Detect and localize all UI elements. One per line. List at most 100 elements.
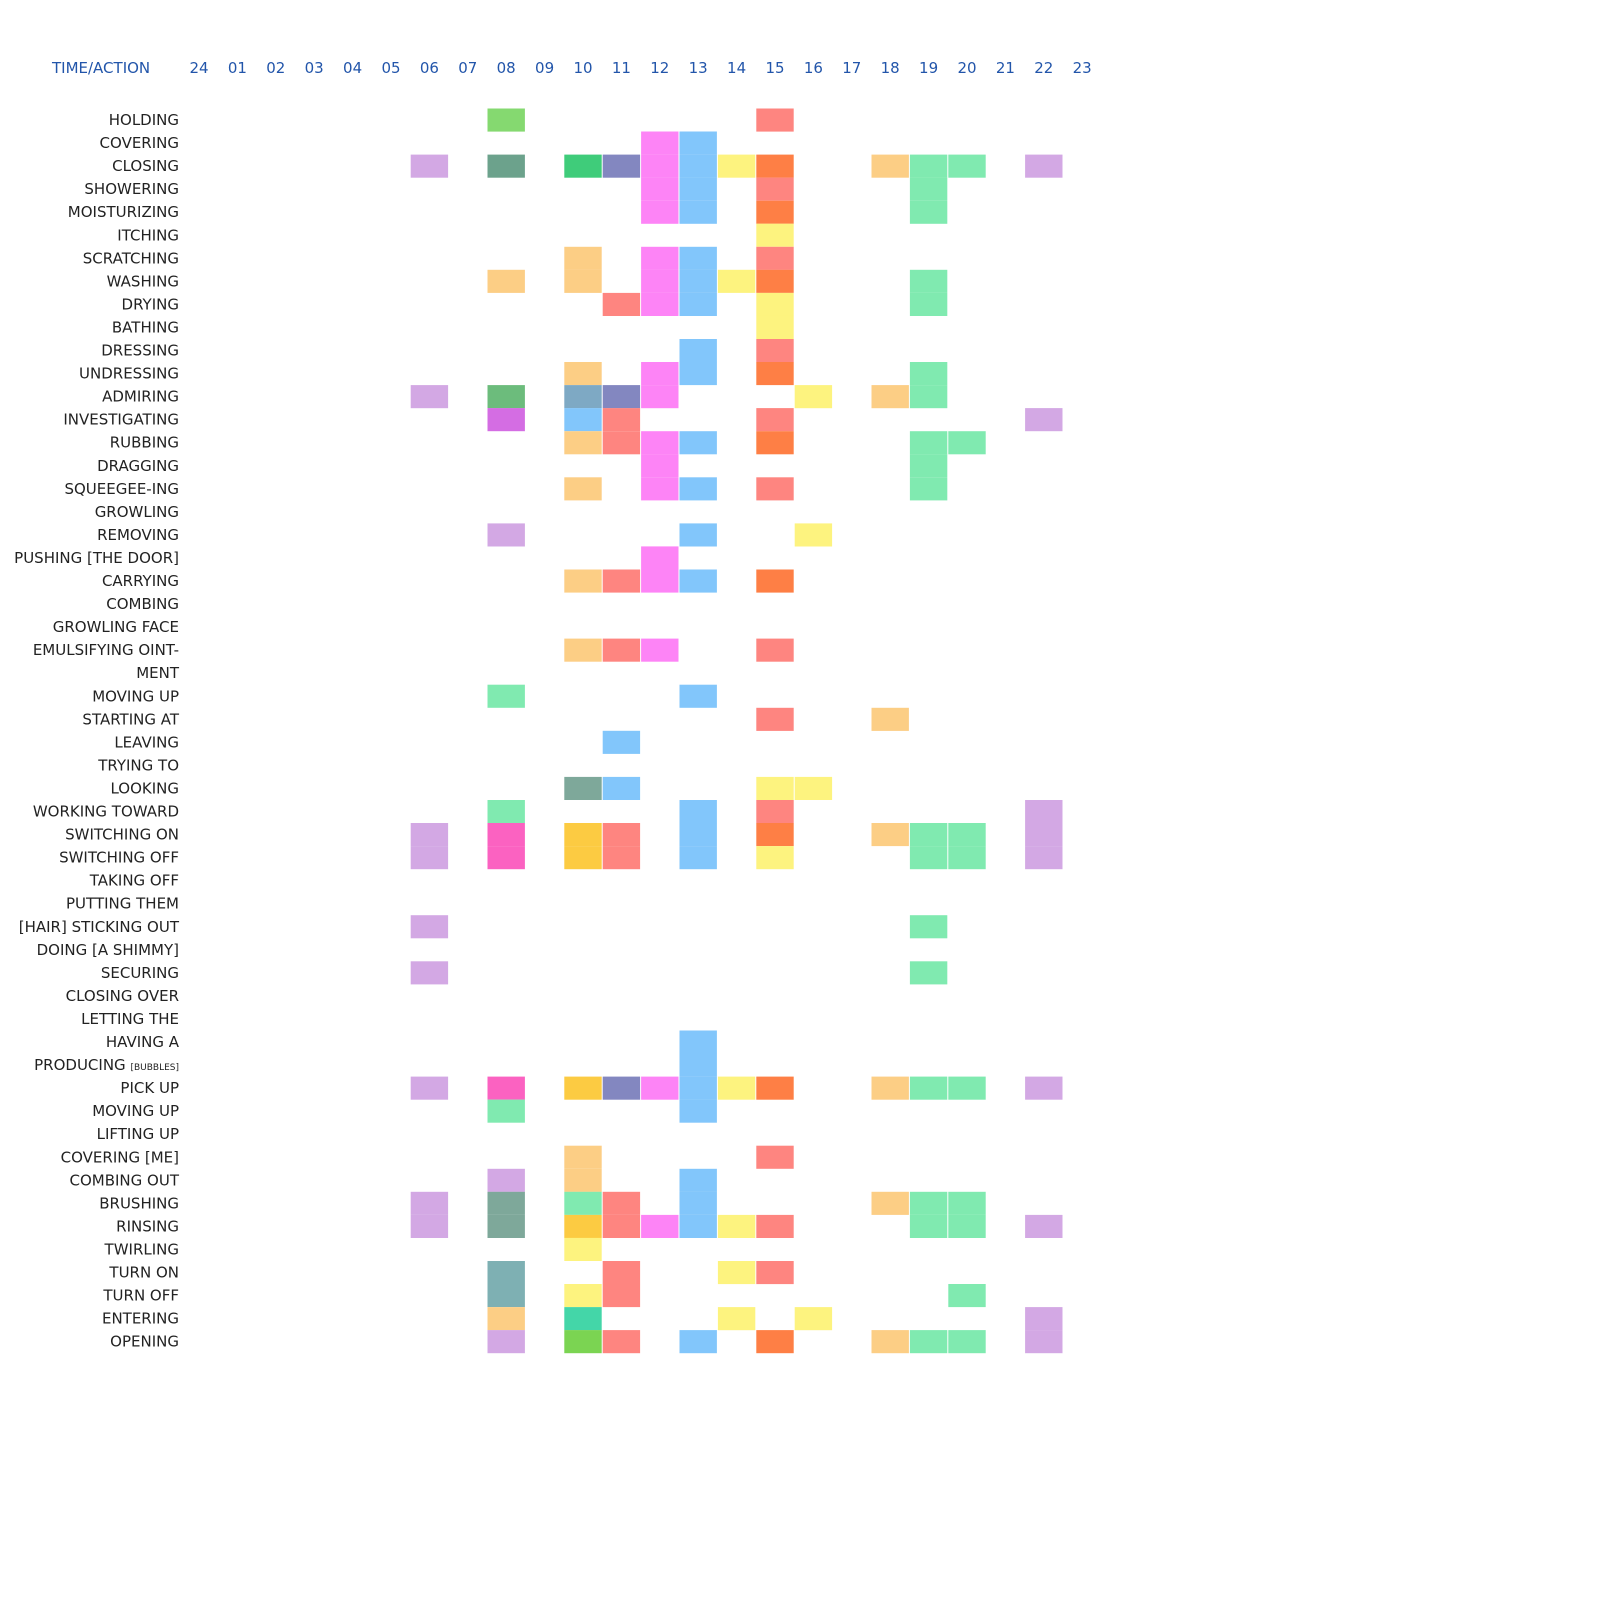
- row-label: WASHING: [107, 272, 179, 290]
- row-label: PUSHING [THE DOOR]: [14, 549, 179, 567]
- heatmap-cell: [410, 915, 449, 939]
- heatmap-cell: [679, 1099, 717, 1123]
- heatmap-cell: [602, 776, 641, 800]
- heatmap-cell: [794, 523, 833, 547]
- heatmap-cell: [909, 823, 948, 847]
- row-label: LEAVING: [114, 733, 179, 751]
- heatmap-cell: [564, 569, 602, 593]
- hour-label: 18: [881, 59, 900, 77]
- row-label: TRYING TO: [97, 756, 179, 774]
- heatmap-cell: [487, 1076, 525, 1100]
- heatmap-cell: [756, 569, 794, 593]
- row-label: [HAIR] STICKING OUT: [19, 918, 180, 936]
- hour-label: 16: [804, 59, 823, 77]
- heatmap-cell: [410, 846, 449, 870]
- heatmap-cell: [948, 1076, 986, 1100]
- heatmap-cell: [717, 1214, 756, 1238]
- heatmap-cell: [948, 1214, 986, 1238]
- hour-header: 24 01 02 03 04 05 06 07 08 09 10 11 12 13 14 15 16 17 18 19…: [189, 59, 1091, 77]
- hour-label: 23: [1073, 59, 1092, 77]
- row-label: OPENING: [110, 1333, 179, 1351]
- heatmap-cell: [564, 431, 602, 455]
- heatmap-cell: [564, 823, 602, 847]
- heatmap-cell: [679, 1053, 717, 1077]
- heatmap-cell: [564, 1191, 602, 1215]
- heatmap-cell: [717, 1261, 756, 1285]
- hour-label: 24: [189, 59, 208, 77]
- heatmap-cell: [602, 1076, 641, 1100]
- heatmap-cell: [564, 1145, 602, 1169]
- heatmap-cell: [909, 200, 948, 224]
- row-label: MOVING UP: [92, 1102, 179, 1120]
- heatmap-cell: [717, 1307, 756, 1331]
- heatmap-cell: [717, 269, 756, 293]
- row-label: LOOKING: [110, 779, 179, 797]
- heatmap-cell: [602, 730, 641, 754]
- heatmap-cell: [410, 154, 449, 178]
- heatmap-cell: [871, 1330, 909, 1354]
- heatmap-cell: [871, 1191, 909, 1215]
- row-label: COMBING: [106, 595, 179, 613]
- heatmap-cell: [756, 154, 794, 178]
- hour-label: 19: [919, 59, 938, 77]
- heatmap-cell: [756, 477, 794, 501]
- row-label: PICK UP: [120, 1079, 179, 1097]
- heatmap-cell: [756, 246, 794, 270]
- heatmap-cell: [909, 1330, 948, 1354]
- heatmap-cell: [909, 1191, 948, 1215]
- heatmap-cell: [679, 1214, 717, 1238]
- heatmap-cell: [909, 431, 948, 455]
- row-label: ITCHING: [117, 226, 179, 244]
- row-label: BATHING: [112, 318, 179, 336]
- hour-label: 10: [573, 59, 592, 77]
- heatmap-cell: [602, 823, 641, 847]
- row-label: MENT: [136, 664, 180, 682]
- heatmap-cells: [410, 108, 1063, 1354]
- heatmap-cell: [756, 1330, 794, 1354]
- heatmap-cell: [602, 154, 641, 178]
- heatmap-cell: [756, 638, 794, 662]
- row-label: SWITCHING OFF: [59, 849, 179, 867]
- heatmap-cell: [487, 154, 525, 178]
- heatmap-cell: [756, 1214, 794, 1238]
- heatmap-cell: [679, 131, 717, 155]
- heatmap-cell: [756, 108, 794, 132]
- row-label: DOING [A SHIMMY]: [37, 941, 179, 959]
- heatmap-cell: [564, 408, 602, 432]
- row-label: PUTTING THEM: [66, 895, 179, 913]
- heatmap-cell: [564, 1237, 602, 1261]
- hour-label: 09: [535, 59, 554, 77]
- heatmap-cell: [641, 454, 679, 478]
- heatmap-cell: [410, 1076, 449, 1100]
- heatmap-cell: [641, 385, 679, 409]
- row-label: SHOWERING: [84, 180, 179, 198]
- heatmap-cell: [909, 177, 948, 201]
- heatmap-cell: [756, 292, 794, 316]
- heatmap-cell: [410, 1191, 449, 1215]
- heatmap-cell: [410, 823, 449, 847]
- heatmap-cell: [909, 269, 948, 293]
- heatmap-cell: [679, 800, 717, 824]
- heatmap-cell: [1025, 408, 1063, 432]
- heatmap-cell: [641, 269, 679, 293]
- heatmap-cell: [756, 200, 794, 224]
- heatmap-cell: [909, 961, 948, 985]
- row-label: PRODUCING [BUBBLES]: [34, 1056, 179, 1074]
- heatmap-cell: [679, 1168, 717, 1192]
- heatmap-cell: [679, 339, 717, 363]
- heatmap-cell: [564, 1168, 602, 1192]
- heatmap-cell: [909, 362, 948, 386]
- row-label: DRESSING: [101, 342, 179, 360]
- heatmap-cell: [602, 385, 641, 409]
- row-labels: HOLDING COVERING CLOSING SHOWERING MOISTURIZ…: [14, 111, 180, 1351]
- hour-label: 22: [1034, 59, 1053, 77]
- row-label: LIFTING UP: [97, 1125, 179, 1143]
- heatmap-cell: [679, 1076, 717, 1100]
- heatmap-cell: [564, 776, 602, 800]
- heatmap-cell: [948, 431, 986, 455]
- heatmap-cell: [487, 385, 525, 409]
- row-label: CLOSING: [112, 157, 179, 175]
- heatmap-cell: [756, 339, 794, 363]
- row-label: MOISTURIZING: [68, 203, 179, 221]
- hour-label: 21: [996, 59, 1015, 77]
